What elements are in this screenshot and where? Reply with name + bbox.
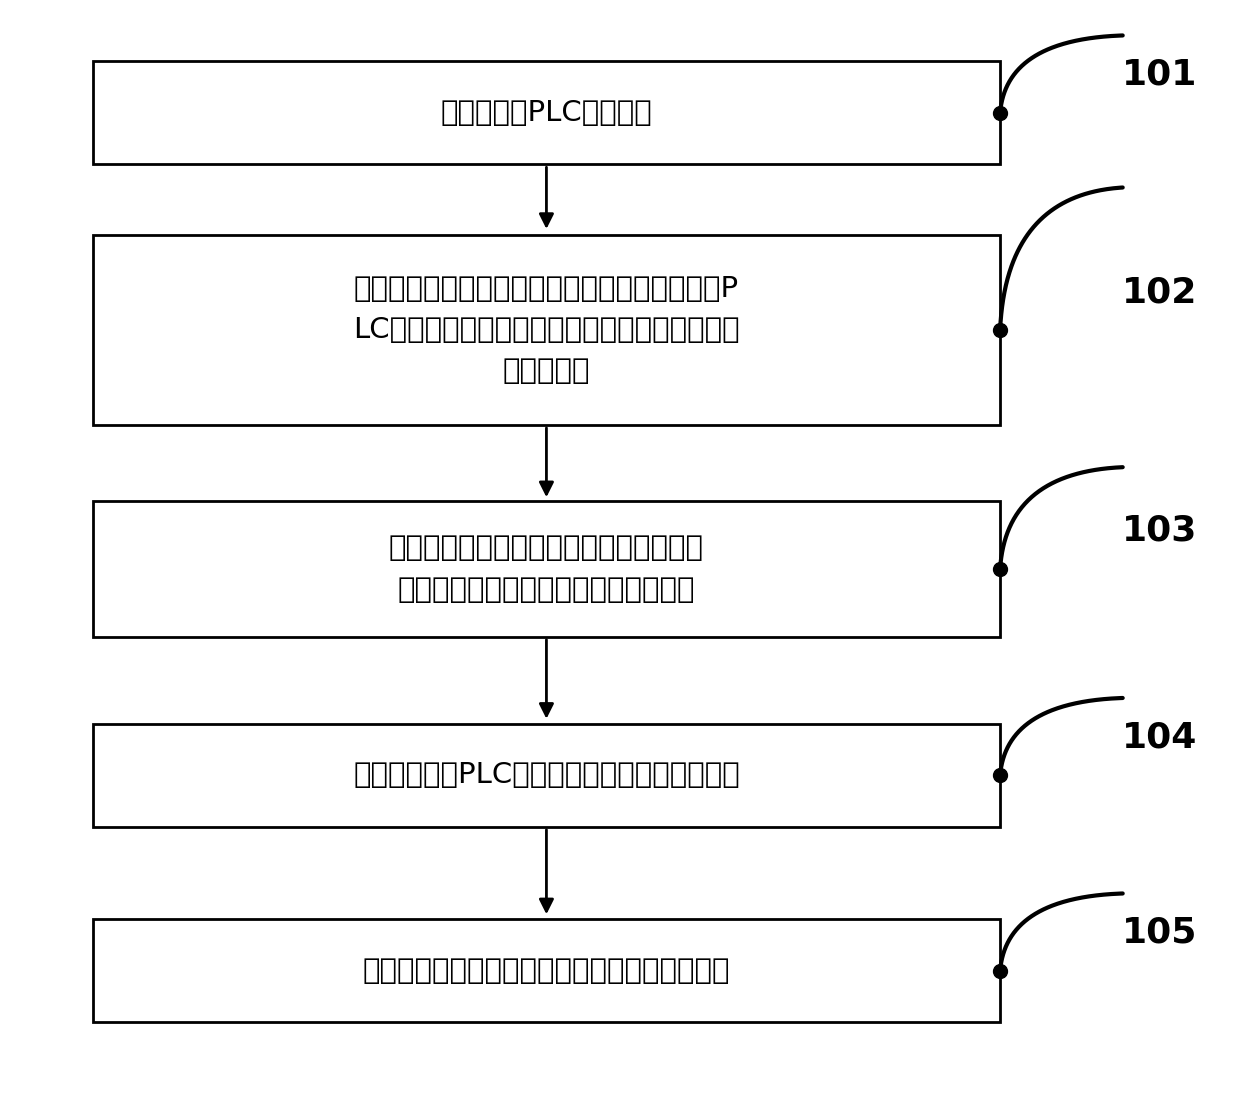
FancyBboxPatch shape (93, 502, 1001, 637)
Text: 对象组件根据该数据显示对应的监控对象的状态: 对象组件根据该数据显示对应的监控对象的状态 (362, 957, 730, 984)
Text: 105: 105 (1122, 916, 1197, 950)
FancyBboxPatch shape (93, 724, 1001, 827)
FancyBboxPatch shape (93, 920, 1001, 1023)
Text: 104: 104 (1122, 720, 1197, 755)
Text: 移动终端与PLC进行连接: 移动终端与PLC进行连接 (440, 99, 652, 127)
FancyBboxPatch shape (93, 62, 1001, 164)
FancyBboxPatch shape (93, 235, 1001, 425)
Text: 移动终端接收PLC传输的针对该监控对象的数据: 移动终端接收PLC传输的针对该监控对象的数据 (353, 761, 740, 790)
Text: 103: 103 (1122, 514, 1197, 548)
Text: 移动终端根据用户输入的第一输入信息，
将对象组件和相应的监控对象进行关联: 移动终端根据用户输入的第一输入信息， 将对象组件和相应的监控对象进行关联 (389, 535, 704, 604)
Text: 102: 102 (1122, 275, 1197, 309)
Text: 101: 101 (1122, 58, 1197, 91)
Text: 移动终端接收用户输入的从对象组件列表中为该P
LC选择对象组件的选择信息，根据该选择信息确
定对象组件: 移动终端接收用户输入的从对象组件列表中为该P LC选择对象组件的选择信息，根据该… (353, 275, 740, 385)
